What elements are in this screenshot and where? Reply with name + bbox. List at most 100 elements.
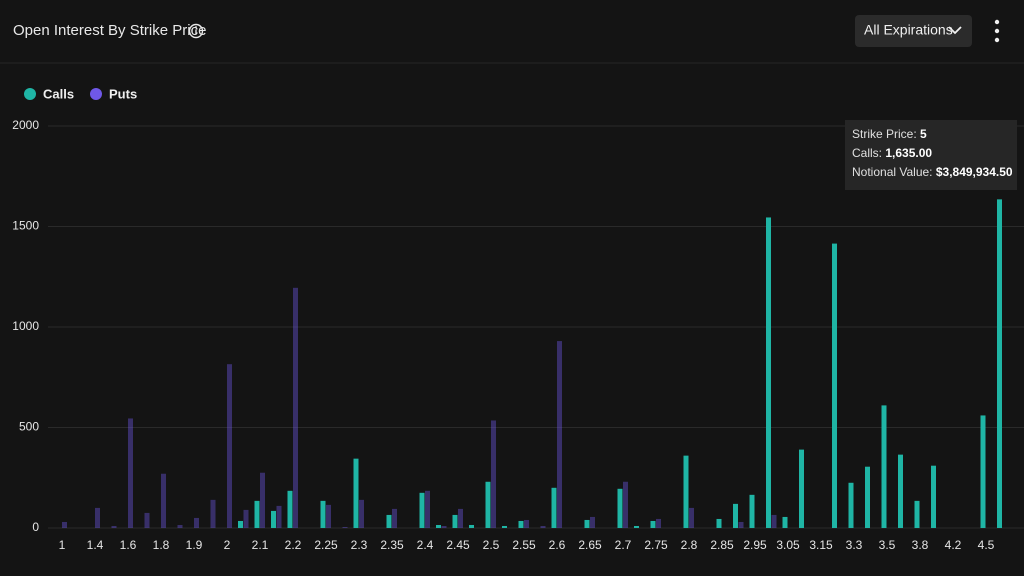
bar	[194, 517, 199, 528]
x-tick-label: 4.2	[945, 538, 962, 552]
bar	[144, 512, 150, 528]
info-icon[interactable]	[188, 23, 204, 39]
bar	[271, 510, 276, 528]
x-tick-label: 3.05	[776, 538, 800, 552]
x-tick-label: 2	[224, 538, 231, 552]
tooltip-line: Calls: 1,635.00	[852, 146, 932, 160]
x-tick-label: 2.25	[314, 538, 338, 552]
bar	[766, 217, 771, 528]
bar	[832, 243, 837, 528]
bar	[425, 490, 430, 528]
bar	[326, 504, 331, 528]
bar	[848, 482, 854, 528]
bar	[634, 525, 639, 528]
bar	[617, 488, 623, 528]
legend-label: Calls	[43, 86, 74, 101]
bar	[733, 503, 738, 528]
bar	[997, 199, 1002, 529]
bar	[161, 473, 166, 528]
bar	[656, 518, 661, 528]
y-tick-label: 2000	[12, 118, 39, 132]
x-tick-label: 2.6	[549, 538, 566, 552]
bar	[469, 524, 474, 528]
bar	[260, 472, 265, 528]
bar	[386, 514, 392, 528]
tooltip-value: 1,635.00	[885, 146, 932, 160]
x-tick-label: 2.85	[710, 538, 734, 552]
bar	[320, 500, 326, 528]
bar	[458, 508, 463, 528]
bar	[584, 519, 590, 528]
bar	[551, 487, 557, 528]
bar	[111, 525, 117, 528]
bar	[881, 405, 887, 528]
bar	[276, 505, 282, 528]
bar	[738, 521, 744, 528]
x-tick-label: 2.2	[285, 538, 302, 552]
x-tick-label: 1.8	[153, 538, 170, 552]
bar	[518, 520, 524, 528]
bar	[590, 516, 595, 528]
x-tick-label: 3.15	[809, 538, 833, 552]
bar	[441, 525, 447, 528]
bar	[931, 465, 936, 528]
legend: Calls Puts	[24, 86, 137, 101]
y-tick-label: 0	[32, 520, 39, 534]
bar	[502, 525, 507, 528]
bar	[254, 500, 260, 528]
bar	[392, 508, 397, 528]
y-tick-label: 500	[19, 420, 39, 434]
bar	[491, 420, 496, 528]
x-tick-label: 2.75	[644, 538, 668, 552]
tooltip-line: Strike Price: 5	[852, 127, 927, 141]
y-tick-label: 1000	[12, 319, 39, 333]
bar	[238, 520, 243, 528]
x-tick-label: 2.95	[743, 538, 767, 552]
bar	[689, 507, 694, 528]
bar	[293, 287, 298, 528]
x-tick-label: 3.8	[912, 538, 929, 552]
y-tick-label: 1500	[12, 219, 39, 233]
tooltip-key: Notional Value:	[852, 165, 933, 179]
bar	[782, 516, 788, 528]
x-tick-label: 4.5	[978, 538, 995, 552]
bar	[485, 481, 491, 528]
tooltip-key: Strike Price:	[852, 127, 917, 141]
filter-button[interactable]	[855, 15, 972, 47]
x-tick-label: 2.65	[578, 538, 602, 552]
bar	[419, 492, 425, 528]
bar	[342, 526, 348, 528]
tooltip-value: $3,849,934.50	[936, 165, 1013, 179]
bar	[980, 415, 986, 528]
bar	[452, 514, 458, 528]
bar	[353, 458, 359, 528]
bar	[914, 500, 920, 528]
bar	[287, 490, 293, 528]
x-tick-label: 2.35	[380, 538, 404, 552]
tooltip-line: Notional Value: $3,849,934.50	[852, 165, 1013, 179]
legend-marker	[90, 88, 102, 100]
chevron	[948, 26, 962, 35]
bar	[359, 499, 364, 528]
tooltip: Strike Price: 5 Calls: 1,635.00 Notional…	[845, 120, 1017, 190]
x-tick-label: 2.45	[446, 538, 470, 552]
bar	[799, 449, 804, 528]
bar	[650, 520, 656, 528]
tooltip-key: Calls:	[852, 146, 882, 160]
x-tick-label: 2.3	[351, 538, 368, 552]
bar	[865, 466, 870, 528]
x-tick-label: 2.8	[681, 538, 698, 552]
x-tick-label: 2.55	[512, 538, 536, 552]
plot: 0 500 1000 1500 2000 1 1.4 1.6 1.8 1.9 2 2.1 2.2 2.25…	[12, 118, 1024, 552]
bar	[95, 507, 100, 528]
bar	[540, 525, 546, 528]
menu-button[interactable]	[994, 19, 1000, 43]
x-tick-label: 1.4	[87, 538, 104, 552]
bar	[716, 518, 722, 528]
filter-label: All Expirations	[864, 22, 953, 38]
bar	[128, 418, 133, 528]
x-tick-label: 3.5	[879, 538, 896, 552]
x-tick-label: 2.4	[417, 538, 434, 552]
bar	[898, 454, 903, 528]
